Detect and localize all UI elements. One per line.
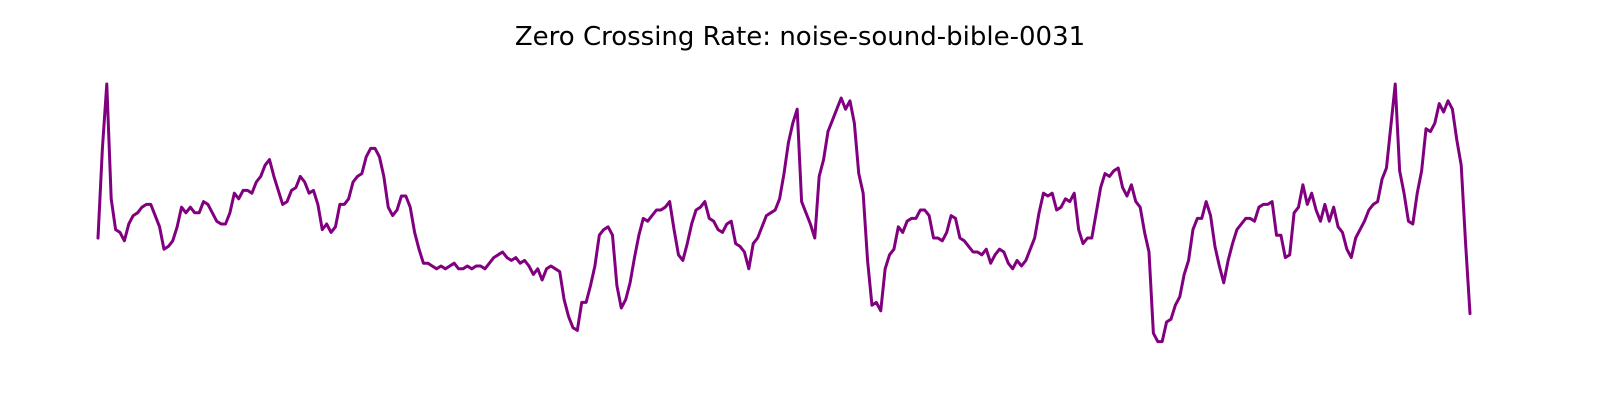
chart-title: Zero Crossing Rate: noise-sound-bible-00… <box>514 22 1086 52</box>
zcr-series-line-0 <box>96 82 1472 344</box>
